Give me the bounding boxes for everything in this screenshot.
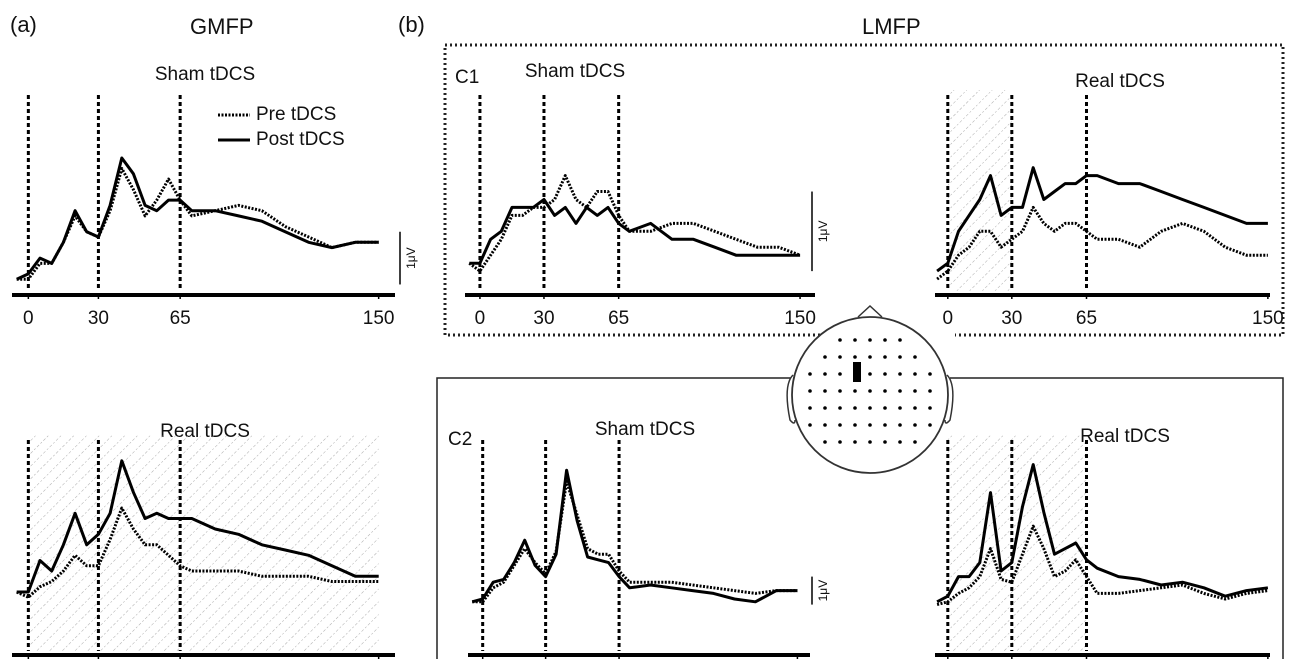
shaded-region bbox=[28, 435, 379, 651]
x-tick-label: 150 bbox=[363, 308, 395, 329]
series-line bbox=[471, 468, 798, 604]
shaded-region bbox=[947, 435, 1087, 651]
series-line bbox=[936, 524, 1269, 607]
x-tick-label: 0 bbox=[23, 308, 34, 329]
head-map bbox=[786, 304, 954, 474]
x-tick-label: 0 bbox=[475, 308, 486, 329]
series-line bbox=[936, 205, 1268, 281]
series-line bbox=[936, 463, 1269, 604]
chart-title: Sham tDCS bbox=[525, 61, 625, 82]
x-tick-label: 30 bbox=[88, 308, 109, 329]
x-tick-label: 30 bbox=[533, 308, 554, 329]
series-line bbox=[16, 506, 379, 599]
panel-label: (b) bbox=[398, 12, 425, 37]
panel-title: GMFP bbox=[190, 14, 254, 39]
x-tick-label: 0 bbox=[943, 308, 954, 329]
legend-label: Post tDCS bbox=[256, 129, 345, 150]
panel-title: LMFP bbox=[862, 14, 921, 39]
group-label: C1 bbox=[455, 67, 479, 88]
x-tick-label: 65 bbox=[1076, 308, 1097, 329]
x-tick-label: 150 bbox=[1252, 308, 1284, 329]
chart-title: Real tDCS bbox=[1080, 426, 1170, 447]
x-tick-label: 65 bbox=[608, 308, 629, 329]
series-line bbox=[468, 174, 801, 273]
chart-title: Sham tDCS bbox=[155, 64, 255, 85]
scale-bar-label: 1μV bbox=[816, 221, 830, 243]
series-line bbox=[16, 459, 379, 594]
legend-label: Pre tDCS bbox=[256, 104, 336, 125]
series-line bbox=[469, 198, 801, 265]
x-tick-label: 30 bbox=[1001, 308, 1022, 329]
scale-bar-label: 1μV bbox=[404, 247, 418, 269]
shaded-region bbox=[947, 90, 1012, 291]
x-tick-label: 65 bbox=[170, 308, 191, 329]
group-label: C2 bbox=[448, 429, 472, 450]
x-tick-label: 150 bbox=[784, 308, 816, 329]
group-box bbox=[436, 377, 1284, 659]
chart-title: Sham tDCS bbox=[595, 419, 695, 440]
series-line bbox=[472, 479, 798, 604]
chart-title: Real tDCS bbox=[1075, 71, 1165, 92]
series-line bbox=[16, 156, 379, 281]
panel-label: (a) bbox=[10, 12, 37, 37]
series-line bbox=[936, 166, 1268, 273]
scale-bar-label: 1μV bbox=[816, 580, 830, 602]
